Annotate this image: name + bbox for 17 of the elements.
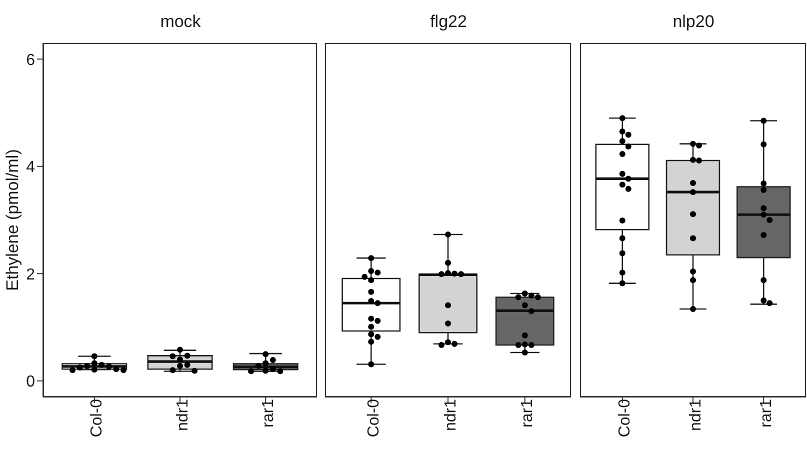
chart-title: flg22 [429,12,468,32]
x-tick-label: Col-0 [365,398,382,438]
x-tick-label: ndr1 [442,398,460,432]
y-tick-label: 0 [26,374,36,391]
y-tick-label: 6 [26,52,36,69]
x-tick-label: rar1 [519,398,536,428]
x-tick-label: ndr1 [174,398,192,432]
chart-title: nlp20 [672,12,716,32]
x-tick-label: ndr1 [687,398,704,432]
y-tick-label: 4 [26,159,36,176]
chart-title: mock [159,12,202,32]
x-tick-label: Col-0 [88,398,106,438]
x-tick-label: rar1 [758,398,775,428]
x-tick-label: Col-0 [616,398,634,438]
y-axis-title: Ethylene (pmol/ml) [3,149,22,291]
y-tick-label: 2 [26,266,36,284]
x-tick-label: rar1 [260,398,277,428]
